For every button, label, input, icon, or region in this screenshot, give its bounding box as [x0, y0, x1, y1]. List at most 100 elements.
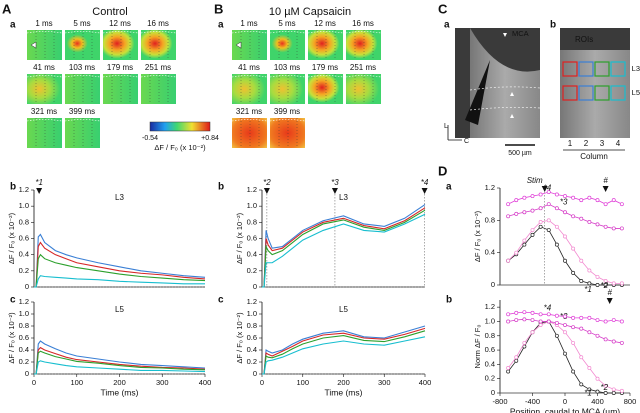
frame-label: 12 ms: [314, 19, 336, 28]
series-line: [262, 336, 426, 375]
x-tick-label: 400: [591, 397, 604, 406]
series-line: [508, 203, 622, 229]
frame-label: 5 ms: [73, 19, 90, 28]
series-marker: [506, 202, 511, 207]
roi: [562, 85, 578, 101]
panel-title: Control: [92, 6, 127, 18]
frame-image: [232, 118, 267, 148]
series-marker: [506, 366, 511, 370]
series-line: [34, 360, 206, 375]
series-line: [34, 340, 206, 375]
frame-image: [65, 118, 100, 148]
y-tick-label: 1.2: [19, 185, 29, 194]
series-marker: [522, 340, 527, 345]
x-axis-label: Time (ms): [101, 387, 139, 397]
y-axis-label: ΔF / F₀ (x 10⁻²): [473, 210, 482, 262]
column-number: 3: [600, 139, 605, 148]
annotation-arrow: [331, 188, 338, 194]
axes: [261, 190, 425, 288]
y-tick-label: 0.2: [19, 357, 29, 366]
x-tick-label: -800: [492, 397, 507, 406]
frame-grid: [35, 118, 55, 148]
frame-grid: [278, 30, 298, 60]
axis-l: L: [444, 123, 448, 130]
colorbar-min: -0.54: [142, 135, 158, 142]
series-marker: [571, 246, 576, 251]
series-marker: [619, 340, 624, 345]
frame-grid: [111, 30, 131, 60]
frame-label: 179 ms: [107, 63, 133, 72]
scale-label: 500 µm: [508, 150, 532, 157]
series-marker: [579, 326, 584, 331]
frame-image: [270, 74, 305, 104]
sub-letter: a: [218, 20, 224, 31]
series-marker: [538, 312, 543, 317]
y-tick-label: 0.6: [247, 233, 257, 242]
frame-image: [141, 74, 176, 104]
roi: [594, 85, 610, 101]
frame-label: 5 ms: [278, 19, 295, 28]
sub-letter: b: [550, 20, 556, 31]
frame-image: [65, 74, 100, 104]
frame-grid: [316, 74, 336, 104]
y-tick-label: 1.0: [247, 309, 257, 318]
annotation-text: #: [607, 288, 612, 297]
series-marker: [571, 369, 576, 374]
x-axis-label: Time (ms): [325, 387, 363, 397]
layer-label: L5: [632, 88, 640, 97]
y-tick-label: 0.8: [485, 215, 495, 224]
series-marker: [530, 194, 535, 199]
layer-label: L5: [115, 305, 124, 314]
series-line: [34, 241, 206, 288]
series-marker: [530, 208, 535, 213]
frame-label: 179 ms: [312, 63, 338, 72]
series-marker: [546, 228, 551, 232]
series-name: *2: [601, 281, 609, 290]
y-tick-label: 0.6: [247, 333, 257, 342]
label-mca: MCA: [512, 29, 529, 38]
series-marker: [514, 211, 519, 216]
series-marker: [538, 323, 543, 327]
y-tick-label: 0.2: [247, 266, 257, 275]
series-marker: [611, 387, 616, 392]
series-marker: [522, 242, 527, 247]
series-marker: [619, 202, 624, 207]
series-line: [262, 209, 426, 288]
series-marker: [619, 226, 624, 231]
series-marker: [603, 224, 608, 229]
frame-grid: [354, 30, 374, 60]
frame-grid: [111, 74, 131, 104]
series-marker: [522, 310, 527, 315]
annotation-arrow: [421, 188, 428, 194]
frame-label: 321 ms: [31, 107, 57, 116]
x-tick-label: 200: [337, 378, 350, 387]
stim-marker: [30, 41, 37, 49]
series-marker: [603, 337, 608, 342]
frame-label: 1 ms: [35, 19, 52, 28]
series-marker: [538, 224, 543, 229]
y-tick-label: 0.6: [485, 345, 495, 354]
sub-letter: a: [10, 20, 16, 31]
roi-boxes: [562, 61, 626, 101]
frame-grid: [35, 74, 55, 104]
x-tick-label: 300: [156, 378, 169, 387]
series-line: [262, 204, 426, 288]
x-tick-label: 400: [199, 378, 212, 387]
series-marker: [587, 281, 592, 286]
y-tick-label: 1.2: [247, 297, 257, 306]
axes: [33, 190, 205, 288]
series-marker: [571, 325, 576, 330]
series-marker: [554, 192, 559, 197]
frame-grid: [149, 30, 169, 60]
x-tick-label: 100: [70, 378, 83, 387]
series-marker: [595, 198, 600, 203]
roi: [562, 61, 578, 77]
series-marker: [579, 355, 584, 360]
y-tick-label: 1.0: [19, 201, 29, 210]
y-tick-label: 1.0: [485, 316, 495, 325]
y-tick-label: 0: [253, 282, 257, 291]
series-marker: [522, 210, 527, 215]
series-line: [262, 207, 426, 288]
series-marker: [571, 195, 576, 200]
sub-letter: a: [444, 20, 450, 31]
